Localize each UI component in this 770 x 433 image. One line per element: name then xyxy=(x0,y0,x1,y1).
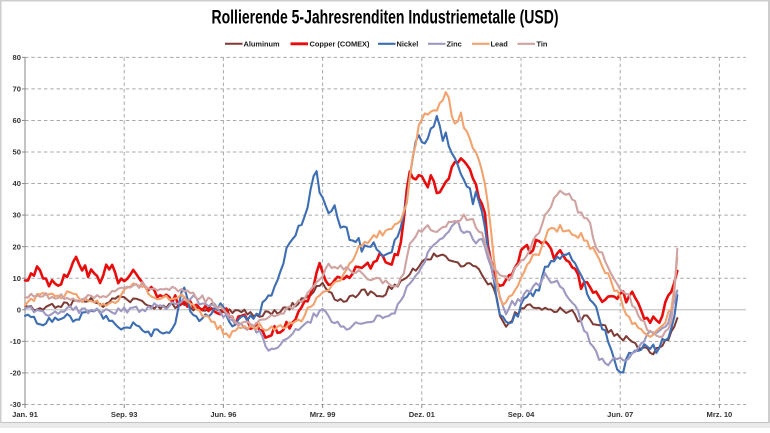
svg-text:Jun. 07: Jun. 07 xyxy=(607,410,633,419)
svg-text:Copper (COMEX): Copper (COMEX) xyxy=(310,40,370,49)
svg-text:Jun. 96: Jun. 96 xyxy=(210,410,236,419)
svg-text:80: 80 xyxy=(13,53,21,62)
svg-text:Jan. 91: Jan. 91 xyxy=(12,410,39,419)
svg-text:-10: -10 xyxy=(10,337,21,346)
svg-text:50: 50 xyxy=(13,148,21,157)
svg-text:Dez. 01: Dez. 01 xyxy=(409,410,436,419)
svg-text:0: 0 xyxy=(17,305,21,314)
svg-text:Sep. 04: Sep. 04 xyxy=(508,410,535,419)
svg-text:60: 60 xyxy=(13,116,21,125)
svg-text:Tin: Tin xyxy=(537,40,548,49)
svg-text:Nickel: Nickel xyxy=(397,40,419,49)
svg-text:20: 20 xyxy=(13,242,21,251)
svg-text:Lead: Lead xyxy=(491,40,509,49)
svg-text:Mrz. 10: Mrz. 10 xyxy=(707,410,733,419)
svg-text:40: 40 xyxy=(13,179,21,188)
svg-text:Aluminum: Aluminum xyxy=(244,40,281,49)
svg-text:Zinc: Zinc xyxy=(447,40,462,49)
svg-text:70: 70 xyxy=(13,84,21,93)
svg-text:30: 30 xyxy=(13,211,21,220)
svg-text:-20: -20 xyxy=(10,368,21,377)
svg-text:Sep. 93: Sep. 93 xyxy=(111,410,138,419)
svg-text:Rollierende 5-Jahresrenditen I: Rollierende 5-Jahresrenditen Industrieme… xyxy=(212,8,559,29)
svg-text:10: 10 xyxy=(13,274,21,283)
svg-text:-30: -30 xyxy=(10,400,21,409)
svg-text:Mrz. 99: Mrz. 99 xyxy=(310,410,336,419)
